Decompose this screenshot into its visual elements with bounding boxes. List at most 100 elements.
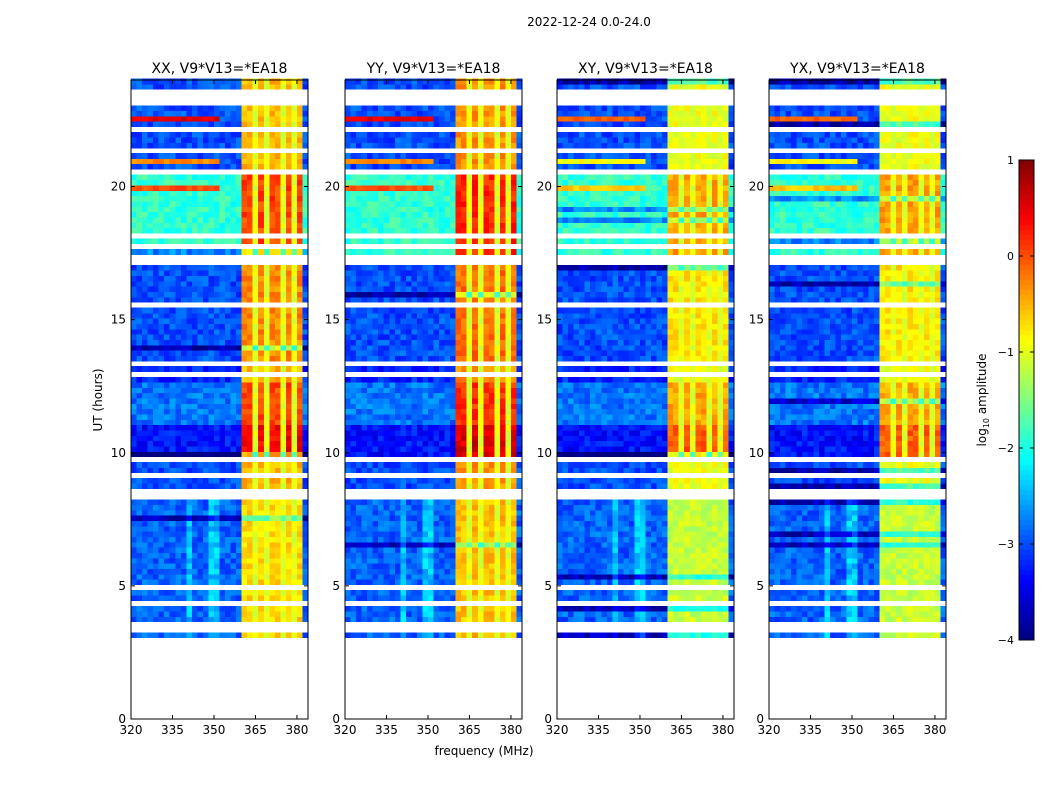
heatmap-cell — [197, 201, 204, 207]
heatmap-cell — [285, 568, 292, 575]
heatmap-cell — [466, 446, 473, 452]
heatmap-cell — [208, 179, 215, 186]
heatmap-cell — [499, 605, 506, 612]
heatmap-cell — [422, 536, 429, 543]
heatmap-cell — [450, 195, 457, 202]
heatmap-cell — [208, 632, 215, 639]
heatmap-cell — [296, 435, 303, 442]
heatmap-cell — [345, 281, 352, 287]
heatmap-cell — [416, 403, 423, 410]
heatmap-cell — [361, 387, 368, 394]
heatmap-cell — [291, 313, 298, 319]
heatmap-cell — [499, 595, 506, 601]
heatmap-cell — [214, 366, 221, 372]
heatmap-cell — [394, 520, 401, 527]
heatmap-cell — [274, 286, 281, 292]
heatmap-cell — [230, 238, 237, 245]
heatmap-cell — [389, 344, 396, 351]
heatmap-cell — [400, 536, 407, 543]
heatmap-cell — [383, 531, 390, 537]
heatmap-cell — [450, 387, 457, 394]
heatmap-cell — [252, 440, 259, 447]
heatmap-cell — [455, 201, 462, 207]
heatmap-cell — [169, 536, 176, 543]
heatmap-cell — [169, 579, 176, 585]
heatmap-cell — [361, 366, 368, 372]
heatmap-cell — [494, 483, 501, 490]
heatmap-cell — [383, 552, 390, 559]
heatmap-cell — [202, 408, 209, 415]
heatmap-cell — [494, 190, 501, 197]
heatmap-cell — [142, 435, 149, 442]
heatmap-cell — [433, 323, 440, 330]
heatmap-cell — [516, 605, 523, 612]
heatmap-cell — [461, 462, 468, 468]
heatmap-cell — [219, 105, 226, 111]
heatmap-cell — [394, 573, 401, 580]
heatmap-cell — [405, 462, 412, 468]
heatmap-cell — [400, 563, 407, 569]
heatmap-cell — [247, 467, 254, 474]
heatmap-cell — [499, 313, 506, 319]
heatmap-cell — [291, 227, 298, 234]
heatmap-cell — [416, 547, 423, 553]
heatmap-cell — [345, 227, 352, 234]
heatmap-cell — [488, 446, 495, 452]
heatmap-cell — [367, 605, 374, 612]
heatmap-cell — [164, 611, 171, 617]
heatmap-cell — [285, 419, 292, 426]
heatmap-cell — [483, 179, 490, 186]
heatmap-cell — [494, 579, 501, 585]
heatmap-cell — [499, 632, 506, 639]
heatmap-cell — [499, 297, 506, 303]
heatmap-cell — [241, 115, 248, 122]
heatmap-cell — [236, 499, 243, 505]
heatmap-cell — [383, 238, 390, 245]
heatmap-cell — [505, 430, 512, 436]
heatmap-cell — [422, 568, 429, 575]
heatmap-cell — [180, 616, 187, 623]
heatmap-cell — [350, 462, 357, 468]
heatmap-cell — [241, 275, 248, 282]
heatmap-cell — [274, 323, 281, 330]
heatmap-cell — [356, 318, 363, 324]
heatmap-cell — [142, 185, 149, 191]
heatmap-cell — [461, 526, 468, 532]
heatmap-cell — [356, 557, 363, 564]
heatmap-cell — [461, 206, 468, 213]
heatmap-cell — [378, 328, 385, 335]
heatmap-cell — [236, 153, 243, 159]
heatmap-cell — [472, 313, 479, 319]
heatmap-cell — [291, 110, 298, 117]
heatmap-cell — [433, 227, 440, 234]
heatmap-cell — [252, 110, 259, 117]
heatmap-cell — [422, 462, 429, 468]
heatmap-cell — [422, 414, 429, 420]
heatmap-cell — [169, 616, 176, 623]
heatmap-cell — [439, 552, 446, 559]
heatmap-cell — [383, 462, 390, 468]
heatmap-cell — [350, 201, 357, 207]
heatmap-cell — [372, 520, 379, 527]
heatmap-cell — [505, 510, 512, 516]
heatmap-cell — [372, 185, 379, 191]
heatmap-cell — [400, 323, 407, 330]
heatmap-cell — [280, 440, 287, 447]
heatmap-cell — [169, 424, 176, 431]
heatmap-cell — [356, 201, 363, 207]
heatmap-cell — [296, 408, 303, 415]
heatmap-cell — [230, 430, 237, 436]
heatmap-cell — [394, 541, 401, 548]
heatmap-cell — [378, 387, 385, 394]
heatmap-cell — [433, 510, 440, 516]
heatmap-cell — [477, 190, 484, 197]
heatmap-cell — [269, 510, 276, 516]
heatmap-cell — [191, 334, 198, 340]
heatmap-cell — [291, 563, 298, 569]
heatmap-cell — [285, 84, 292, 90]
heatmap-cell — [416, 573, 423, 580]
heatmap-cell — [499, 467, 506, 474]
heatmap-cell — [230, 398, 237, 404]
heatmap-cell — [164, 270, 171, 277]
